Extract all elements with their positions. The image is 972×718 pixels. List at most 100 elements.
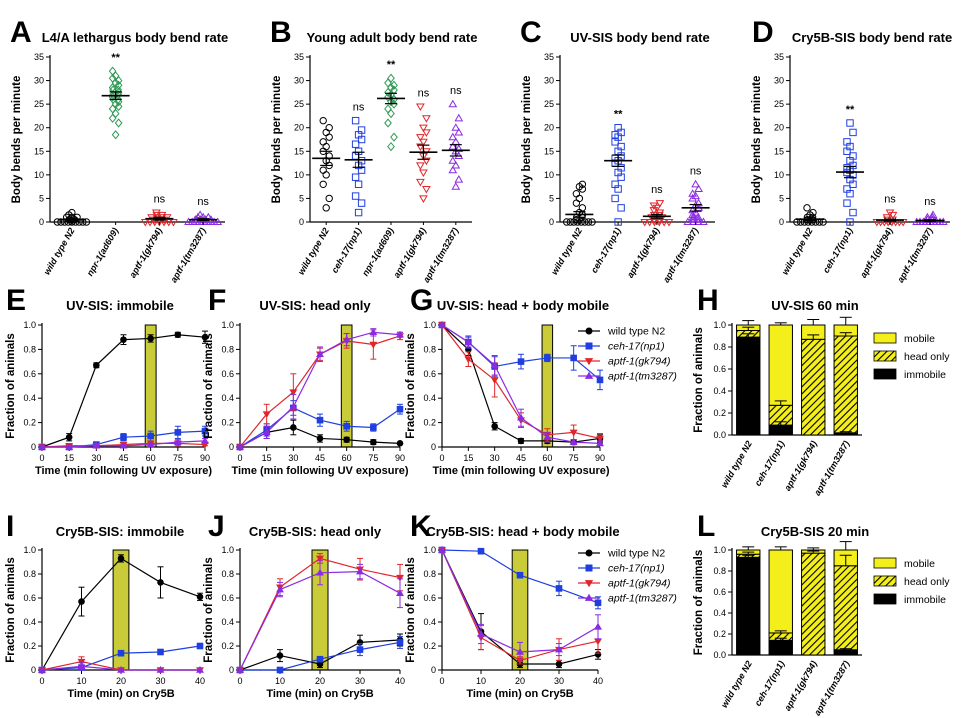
data-point [555,585,563,592]
x-tick-label: 60 [146,453,156,463]
data-point [196,642,204,650]
panel-title: Cry5B-SIS 20 min [761,524,869,539]
y-tick-label: 0.2 [423,418,436,428]
x-tick-label: 30 [91,453,101,463]
panel-d: D Cry5B-SIS body bend rate Body bends per … [751,16,952,284]
data-point [75,218,83,226]
data-point [370,424,377,431]
data-point [290,424,297,431]
panel-letter: D [752,16,774,49]
data-point [289,402,298,410]
x-axis-title: Time (min following UV exposure) [231,465,408,477]
data-point [316,655,324,663]
data-point [351,192,360,200]
data-point [396,330,404,338]
x-tick-label: 0 [439,453,444,463]
x-tick-label: 15 [64,453,74,463]
data-point [694,198,704,207]
data-point [93,361,100,369]
data-point [111,130,120,140]
y-tick-label: 0.2 [713,408,726,418]
panel-letter: I [6,510,14,543]
panel-e: E UV-SIS: immobile Fraction of animals 0 0.2… [5,284,212,477]
data-point [276,585,284,593]
data-point [688,193,698,202]
data-point [384,92,392,102]
panel-j: J Cry5B-SIS: head only Fraction of animals… [203,510,405,700]
bar-segment-immobile [768,639,793,656]
bar-legend: mobile head only immobile [873,557,950,606]
y-tick-label: 0.2 [23,418,36,428]
category-tm3287: ns aptf-1(tm3287) [168,196,223,284]
y-tick-label: 5 [299,193,304,203]
data-point [617,204,625,212]
data-point [289,389,298,397]
y-tick-label: 30 [774,76,784,86]
panel-title: Cry5B-SIS: head only [249,524,382,539]
y-tick-label: 0.4 [221,617,234,627]
legend-swatch [873,575,897,587]
x-tick-label: 15 [463,453,473,463]
category-label: aptf-1(tm3287) [812,659,851,717]
data-point [369,341,378,349]
data-point [645,218,654,227]
panel-title: UV-SIS: immobile [66,298,174,313]
x-tick-label: 40 [593,676,603,686]
data-point [451,182,461,190]
x-tick-label: 40 [395,676,405,686]
y-tick-label: 25 [34,99,44,109]
data-point [614,218,622,226]
legend-swatch [873,350,897,362]
y-tick-label: 0.2 [423,641,436,651]
data-point [316,555,324,563]
data-point [688,205,698,214]
category-label: aptf-1(gk794) [782,659,819,713]
data-point [885,209,895,218]
bar-legend: mobile head only immobile [873,332,950,381]
category-n2: wild type N2 [780,204,827,276]
y-tick-label: 10 [774,170,784,180]
x-tick-label: 0 [439,676,444,686]
data-point [319,138,327,146]
y-tick-label: 25 [774,99,784,109]
y-tick-label: 0.4 [713,386,726,396]
data-point [201,333,209,341]
data-point [422,129,431,137]
data-point [888,211,898,220]
data-point [691,179,701,188]
x-axis-title: Time (min following UV exposure) [35,465,212,477]
data-point [325,194,333,203]
legend-marker [585,327,593,335]
data-point [82,218,91,226]
y-tick-label: 25 [294,99,304,109]
category-label: wild type N2 [296,226,331,276]
legend-label: head only [904,351,950,363]
data-point [416,162,425,170]
data-point [387,73,395,83]
category-gk794: ns aptf-1(gk794) [625,184,674,280]
data-point [416,103,425,112]
panel-letter: H [697,284,719,317]
data-point [319,116,327,125]
category-label: wild type N2 [549,226,584,276]
data-point [843,199,851,207]
data-point [419,169,428,178]
data-point [396,405,404,413]
significance-label: ns [197,196,209,208]
data-point [68,208,76,217]
category-n2: wild type N2 [549,180,596,276]
legend-label: aptf-1(gk794) [608,356,670,368]
category-label: aptf-1(tm3287) [812,439,851,497]
y-tick-label: 0.8 [23,344,36,354]
data-point [325,124,333,132]
data-point [201,436,209,444]
data-point [572,199,581,207]
y-tick-label: 15 [34,146,44,156]
y-axis-title: Body bends per minute [271,76,283,204]
y-tick-label: 0 [39,217,44,227]
data-point [396,574,404,582]
data-point [196,593,204,601]
category-ceh17: ns ceh-17(np1) [329,102,373,275]
